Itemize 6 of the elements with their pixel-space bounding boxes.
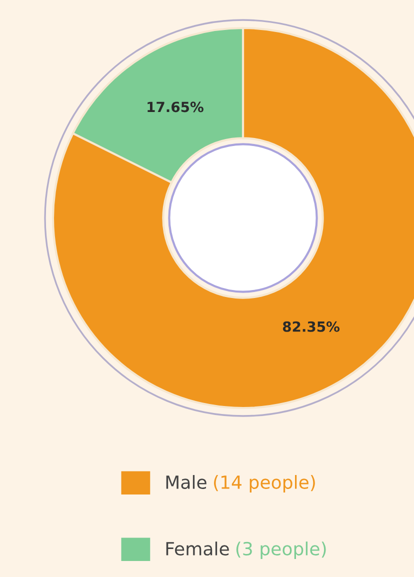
data-label: 17.65%	[148, 102, 204, 112]
text: (14 people)	[214, 475, 315, 492]
data-label: 82.35%	[282, 321, 340, 332]
legend-label: Male	[166, 475, 206, 490]
legend-label: Female	[166, 542, 229, 556]
text: (3 people)	[236, 542, 326, 560]
